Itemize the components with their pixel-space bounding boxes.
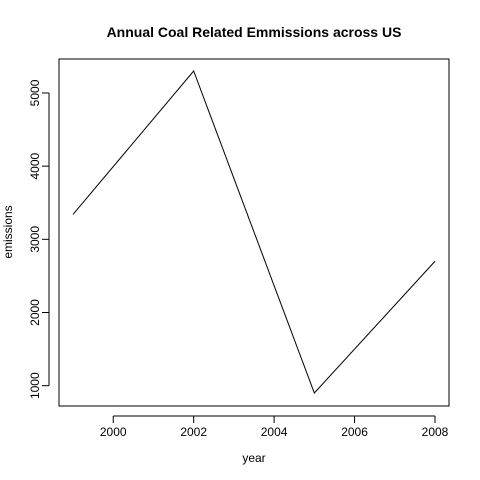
x-tick-label: 2004 (261, 425, 288, 439)
x-tick-label: 2000 (100, 425, 127, 439)
data-point (73, 214, 74, 215)
y-tick-label: 1000 (28, 372, 42, 399)
plot-frame (58, 58, 450, 407)
y-tick-label: 5000 (28, 79, 42, 106)
data-point (193, 71, 194, 72)
x-tick-label: 2006 (341, 425, 368, 439)
x-tick-label: 2008 (422, 425, 449, 439)
x-axis-label: year (242, 451, 265, 465)
chart-title: Annual Coal Related Emmissions across US (107, 24, 402, 40)
y-axis-label: emissions (1, 205, 15, 258)
data-point (435, 261, 436, 262)
x-axis: 2000 2002 2004 2006 2008 (100, 415, 449, 439)
y-axis: 1000 2000 3000 4000 5000 (28, 79, 50, 399)
y-tick-label: 4000 (28, 152, 42, 179)
y-tick-label: 2000 (28, 299, 42, 326)
y-tick-label: 3000 (28, 226, 42, 253)
emissions-series-line (72, 70, 436, 394)
x-tick-label: 2002 (180, 425, 207, 439)
data-point (314, 393, 315, 394)
